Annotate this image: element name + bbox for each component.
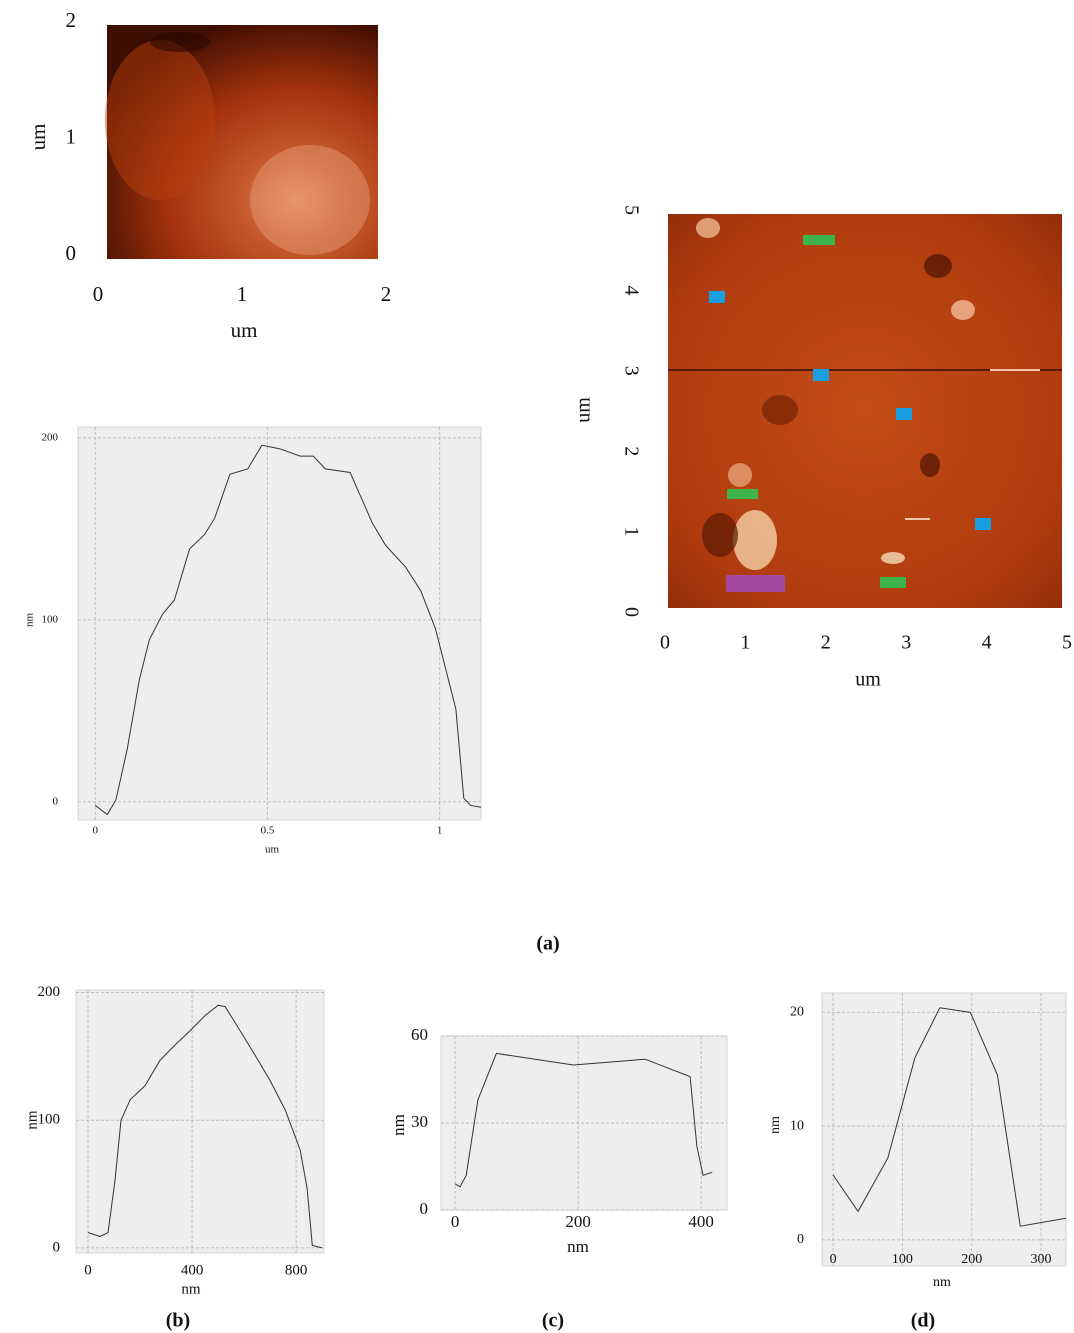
marker bbox=[880, 577, 906, 588]
grain bbox=[105, 40, 215, 200]
y-tick-label: 200 bbox=[42, 431, 59, 443]
x-tick-label: 100 bbox=[892, 1252, 913, 1267]
profile-line bbox=[94, 444, 482, 816]
x-tick-label: 4 bbox=[982, 632, 992, 654]
y-tick-label: 100 bbox=[38, 1112, 61, 1128]
y-axis-label: nm bbox=[389, 1114, 408, 1136]
y-axis-label: nm bbox=[768, 1116, 783, 1134]
x-tick-label: 0 bbox=[93, 282, 104, 306]
x-tick-label: 200 bbox=[961, 1252, 982, 1267]
y-tick-label: 200 bbox=[38, 984, 61, 1000]
marker bbox=[709, 291, 725, 303]
y-tick-label: 0 bbox=[797, 1232, 804, 1247]
bright-grain bbox=[250, 145, 370, 255]
x-tick-label: 300 bbox=[1031, 1252, 1052, 1267]
marker bbox=[975, 518, 991, 530]
pit bbox=[762, 395, 798, 425]
x-tick-label: 1 bbox=[740, 632, 750, 654]
y-tick-label: 0 bbox=[53, 795, 59, 807]
plot-area bbox=[821, 992, 1067, 1267]
plot-area bbox=[77, 426, 482, 821]
x-tick-label: 2 bbox=[381, 282, 392, 306]
caption: (a) bbox=[536, 933, 559, 955]
particle bbox=[881, 552, 905, 564]
x-tick-label: 0.5 bbox=[261, 825, 275, 837]
plot-area bbox=[75, 989, 325, 1254]
caption: (d) bbox=[911, 1310, 935, 1332]
y-tick-label: 0 bbox=[620, 607, 642, 617]
y-tick-label: 30 bbox=[411, 1112, 428, 1131]
y-tick-label: 10 bbox=[790, 1118, 804, 1133]
pit bbox=[924, 254, 952, 278]
particle bbox=[733, 510, 777, 570]
x-tick-label: 1 bbox=[437, 825, 443, 837]
y-tick-label: 2 bbox=[66, 8, 77, 32]
marker bbox=[813, 369, 829, 381]
profile-line bbox=[454, 1052, 713, 1188]
x-axis-label: nm bbox=[933, 1275, 951, 1290]
marker bbox=[896, 408, 912, 420]
profile-line bbox=[832, 1007, 1067, 1227]
y-tick-label: 1 bbox=[620, 527, 642, 537]
y-tick-label: 5 bbox=[620, 205, 642, 215]
x-tick-label: 800 bbox=[285, 1262, 308, 1278]
x-axis-label: nm bbox=[567, 1237, 589, 1256]
x-axis-label: um bbox=[231, 318, 258, 342]
y-tick-label: 4 bbox=[620, 285, 642, 295]
y-tick-label: 0 bbox=[53, 1239, 61, 1255]
marker bbox=[803, 235, 835, 245]
x-axis-label: nm bbox=[181, 1281, 201, 1297]
y-tick-label: 100 bbox=[42, 613, 59, 625]
marker bbox=[727, 489, 758, 499]
y-tick-label: 0 bbox=[66, 241, 77, 265]
y-axis-label: um bbox=[573, 397, 595, 423]
x-tick-label: 0 bbox=[451, 1212, 460, 1231]
x-tick-label: 400 bbox=[688, 1212, 714, 1231]
x-axis-label: um bbox=[855, 669, 881, 691]
x-axis-label: um bbox=[265, 844, 280, 856]
y-tick-label: 2 bbox=[620, 446, 642, 456]
y-tick-label: 3 bbox=[620, 366, 642, 376]
x-tick-label: 2 bbox=[821, 632, 831, 654]
image-texture bbox=[105, 32, 1062, 570]
y-tick-label: 20 bbox=[790, 1005, 804, 1020]
caption: (b) bbox=[166, 1310, 190, 1332]
pit bbox=[702, 513, 738, 557]
x-tick-label: 200 bbox=[565, 1212, 591, 1231]
x-tick-label: 0 bbox=[84, 1262, 92, 1278]
particle bbox=[696, 218, 720, 238]
y-tick-label: 1 bbox=[66, 124, 77, 148]
profile-line bbox=[87, 1004, 323, 1249]
particle bbox=[728, 463, 752, 487]
x-tick-label: 0 bbox=[660, 632, 670, 654]
particle bbox=[951, 300, 975, 320]
x-tick-label: 5 bbox=[1062, 632, 1072, 654]
caption: (c) bbox=[542, 1310, 564, 1332]
y-axis-label: um bbox=[26, 124, 50, 151]
y-tick-label: 0 bbox=[420, 1199, 429, 1218]
markers bbox=[709, 235, 991, 592]
marker bbox=[726, 575, 785, 592]
x-tick-label: 0 bbox=[830, 1252, 837, 1267]
x-tick-label: 400 bbox=[181, 1262, 204, 1278]
x-tick-label: 0 bbox=[92, 825, 98, 837]
x-tick-label: 1 bbox=[237, 282, 248, 306]
y-tick-label: 60 bbox=[411, 1025, 428, 1044]
x-tick-label: 3 bbox=[901, 632, 911, 654]
y-axis-label: nm bbox=[24, 613, 36, 628]
pit bbox=[920, 453, 940, 477]
dark-pit bbox=[150, 32, 210, 52]
y-axis-label: nm bbox=[24, 1110, 40, 1130]
